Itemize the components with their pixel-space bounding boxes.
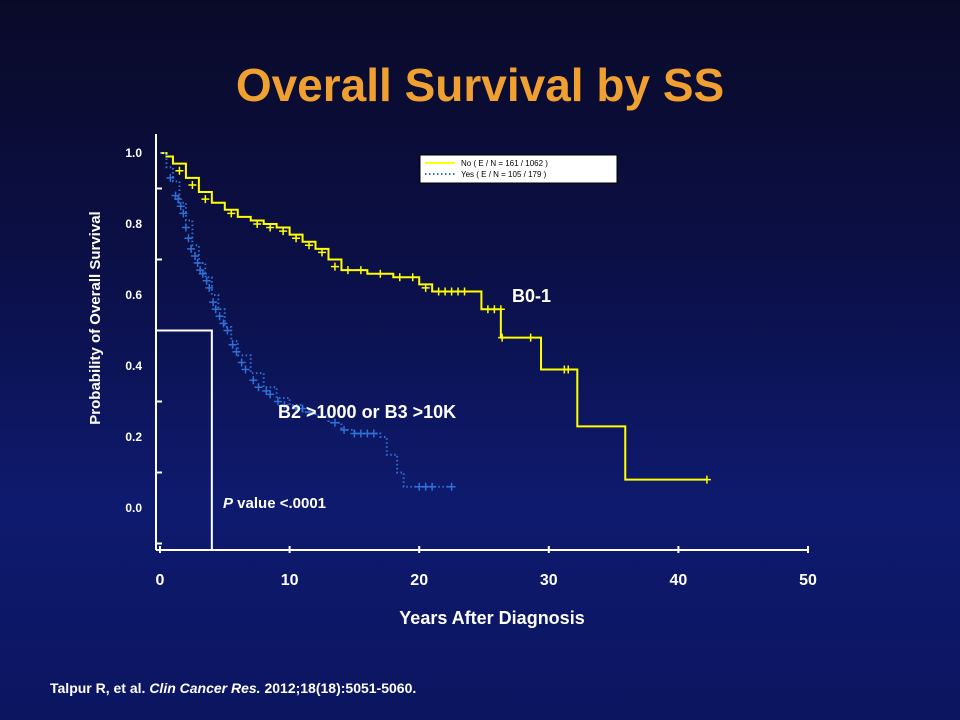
censor-mark	[376, 269, 385, 278]
legend-label-no: No ( E / N = 161 / 1062 )	[461, 159, 548, 168]
censor-mark	[174, 195, 183, 204]
citation: Talpur R, et al. Clin Cancer Res. 2012;1…	[50, 680, 416, 696]
censor-mark	[273, 397, 282, 406]
censor-mark	[330, 418, 339, 427]
censor-mark	[305, 408, 314, 417]
label-b0-1: B0-1	[512, 286, 551, 306]
y-tick-label: 1.0	[125, 146, 142, 160]
x-tick-label: 0	[156, 572, 165, 589]
series-line-yes	[160, 152, 452, 488]
censor-mark	[428, 482, 437, 491]
censor-mark	[343, 266, 352, 275]
y-tick-label: 0.2	[125, 430, 142, 444]
censor-mark	[254, 383, 263, 392]
censor-mark	[266, 223, 275, 232]
x-tick-label: 40	[670, 572, 688, 589]
censor-mark	[227, 209, 236, 218]
legend-label-yes: Yes ( E / N = 105 / 179 )	[461, 170, 547, 179]
censor-mark	[211, 305, 220, 314]
censor-mark	[526, 333, 535, 342]
chart-labels: B0-1 B2 >1000 or B3 >10K P value <.0001	[223, 286, 551, 512]
series-line-no	[160, 152, 707, 481]
y-tick-label: 0.8	[125, 217, 142, 231]
censor-mark	[369, 429, 378, 438]
x-tick-label: 20	[410, 572, 428, 589]
slide-title: Overall Survival by SS	[235, 59, 725, 111]
y-tick-label: 0.6	[125, 288, 142, 302]
censor-mark	[262, 386, 271, 395]
citation-journal: Clin Cancer Res.	[149, 680, 261, 696]
censor-mark	[198, 269, 207, 278]
censor-mark	[179, 209, 188, 218]
censor-mark	[318, 248, 326, 257]
censor-mark	[228, 340, 237, 349]
x-tick-label: 30	[540, 572, 558, 589]
legend-box	[419, 154, 618, 184]
x-tick-label: 50	[799, 572, 817, 589]
censor-mark	[249, 376, 258, 385]
median-marker-line	[160, 329, 213, 550]
censor-mark	[188, 180, 197, 189]
censor-mark	[219, 319, 228, 328]
censor-mark	[190, 251, 199, 260]
censor-mark	[702, 475, 711, 484]
chart-series	[160, 152, 711, 491]
censor-mark	[447, 482, 456, 491]
censor-mark	[292, 234, 301, 243]
p-value-italic: P	[223, 495, 234, 512]
censor-mark	[166, 173, 175, 182]
censor-mark	[395, 273, 404, 282]
citation-authors: Talpur R, et al.	[50, 680, 150, 696]
censor-mark	[223, 326, 232, 335]
p-value-label: P value <.0001	[223, 495, 326, 512]
chart-legend: No ( E / N = 161 / 1062 ) Yes ( E / N = 1…	[419, 154, 618, 184]
censor-mark	[253, 220, 262, 228]
censor-mark	[215, 312, 224, 321]
censor-mark	[280, 401, 289, 410]
censor-mark	[460, 287, 469, 296]
censor-mark	[498, 333, 507, 342]
censor-mark	[266, 390, 275, 399]
p-value-text: value <.0001	[233, 495, 326, 512]
censor-mark	[175, 166, 184, 175]
censor-mark	[279, 227, 288, 236]
censor-mark	[181, 223, 190, 232]
censor-mark	[205, 283, 214, 292]
chart-axes: 0.0 0.2 0.4 0.6 0.8 1.0 0 10 20 30 40 50 Years After…	[87, 134, 817, 628]
censor-mark	[184, 234, 193, 243]
y-axis-title: Probability of Overall Survival	[87, 211, 104, 424]
label-b2-b3: B2 >1000 or B3 >10K	[278, 402, 456, 422]
median-survival-marker	[160, 329, 213, 550]
censor-mark	[340, 425, 349, 434]
censor-mark	[201, 195, 210, 204]
censor-mark	[408, 273, 417, 282]
censor-mark	[305, 241, 314, 250]
x-axis-title: Years After Diagnosis	[399, 608, 584, 628]
censor-mark	[330, 262, 339, 271]
censor-mark	[564, 365, 573, 374]
y-tick-label: 0.0	[125, 501, 142, 515]
censor-mark	[202, 276, 211, 285]
censor-mark	[176, 202, 185, 211]
citation-details: 2012;18(18):5051-5060.	[260, 680, 417, 696]
censor-mark	[496, 305, 505, 314]
y-tick-label: 0.4	[125, 359, 142, 373]
censor-mark	[187, 244, 196, 253]
censor-mark	[193, 259, 202, 268]
censor-mark	[237, 358, 246, 367]
censor-mark	[232, 347, 241, 356]
x-tick-label: 10	[281, 572, 299, 589]
censor-mark	[209, 298, 218, 307]
censor-mark	[356, 266, 365, 275]
censor-mark	[241, 365, 250, 374]
censor-mark	[421, 283, 430, 292]
censor-mark	[298, 404, 307, 413]
